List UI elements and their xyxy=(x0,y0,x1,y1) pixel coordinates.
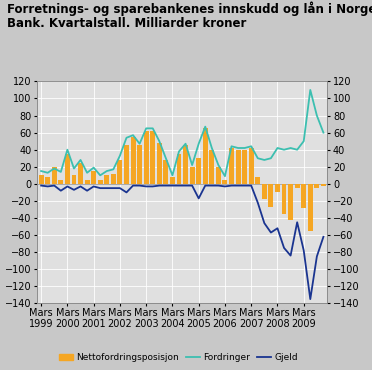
Bar xyxy=(91,171,96,184)
Bar xyxy=(177,154,182,184)
Bar xyxy=(203,128,208,184)
Bar xyxy=(137,145,142,184)
Bar xyxy=(282,184,286,214)
Bar xyxy=(78,162,83,184)
Bar xyxy=(45,177,50,184)
Bar xyxy=(301,184,306,208)
Legend: Nettofordringsposisjon, Fordringer, Gjeld: Nettofordringsposisjon, Fordringer, Gjel… xyxy=(55,349,302,366)
Bar xyxy=(183,145,188,184)
Bar xyxy=(98,179,103,184)
Bar xyxy=(170,177,175,184)
Bar xyxy=(131,137,135,184)
Bar xyxy=(65,154,70,184)
Bar xyxy=(242,150,247,184)
Bar xyxy=(321,184,326,186)
Bar xyxy=(157,143,162,184)
Bar xyxy=(262,184,267,199)
Bar xyxy=(314,184,319,188)
Bar xyxy=(275,184,280,192)
Bar xyxy=(124,145,129,184)
Bar xyxy=(52,167,57,184)
Bar xyxy=(85,179,90,184)
Bar xyxy=(111,174,116,184)
Bar xyxy=(71,175,76,184)
Bar xyxy=(288,184,293,220)
Text: Bank. Kvartalstall. Milliarder kroner: Bank. Kvartalstall. Milliarder kroner xyxy=(7,17,247,30)
Bar xyxy=(150,131,155,184)
Bar xyxy=(163,160,169,184)
Bar xyxy=(255,177,260,184)
Bar xyxy=(269,184,273,207)
Bar xyxy=(118,160,122,184)
Bar xyxy=(235,150,241,184)
Bar xyxy=(216,167,221,184)
Bar xyxy=(308,184,313,231)
Bar xyxy=(58,179,63,184)
Text: Forretnings- og sparebankenes innskudd og lån i Norges: Forretnings- og sparebankenes innskudd o… xyxy=(7,2,372,16)
Bar xyxy=(144,131,149,184)
Bar xyxy=(295,184,299,188)
Bar xyxy=(229,148,234,184)
Bar xyxy=(190,167,195,184)
Bar xyxy=(196,158,201,184)
Bar xyxy=(222,179,227,184)
Bar xyxy=(39,175,44,184)
Bar xyxy=(104,175,109,184)
Bar xyxy=(249,148,254,184)
Bar xyxy=(209,150,214,184)
